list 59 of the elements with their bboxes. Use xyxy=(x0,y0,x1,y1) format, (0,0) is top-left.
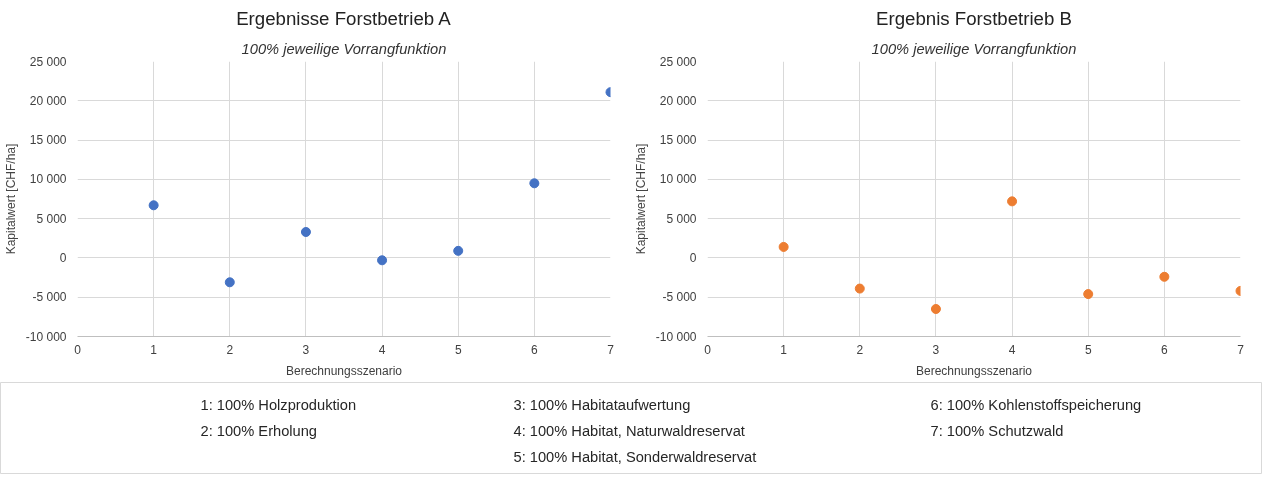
point xyxy=(453,245,464,256)
x-axis-title: Berechnungsszenario xyxy=(915,363,1033,378)
point xyxy=(778,241,789,252)
text: 4: 100% Habitat, Naturwaldreservat xyxy=(513,422,745,439)
point xyxy=(377,255,388,266)
text: 1: 100% Holzproduktion xyxy=(200,396,357,413)
y-tick-label: -5 000 xyxy=(32,290,67,305)
x-tick-label: 3 xyxy=(302,342,310,357)
y-axis-title: Kapitalwert [CHF/ha] xyxy=(3,143,18,255)
y-tick-label: 5 000 xyxy=(36,211,67,226)
y-tick-label: 10 000 xyxy=(659,172,697,187)
point xyxy=(224,277,235,288)
x-tick-label: 6 xyxy=(1161,342,1169,357)
y-tick-label: -10 000 xyxy=(655,329,697,344)
point xyxy=(529,178,540,189)
x-tick-label: 2 xyxy=(856,342,864,357)
point xyxy=(1007,196,1018,207)
x-tick-label: 5 xyxy=(1084,342,1092,357)
point xyxy=(1083,289,1094,300)
y-tick-label: 10 000 xyxy=(29,172,67,187)
x-tick-label: 3 xyxy=(932,342,940,357)
y-tick-label: 0 xyxy=(59,250,67,265)
y-tick-label: -5 000 xyxy=(662,290,697,305)
chart-title: Ergebnisse Forstbetrieb A xyxy=(236,7,452,29)
point xyxy=(148,200,159,211)
x-tick-label: 2 xyxy=(226,342,234,357)
y-tick-label: 15 000 xyxy=(29,133,67,148)
x-tick-label: 1 xyxy=(150,342,158,357)
text: 5: 100% Habitat, Sonderwaldreservat xyxy=(513,448,757,465)
x-tick-label: 6 xyxy=(531,342,539,357)
point xyxy=(854,283,865,294)
x-tick-label: 7 xyxy=(607,342,615,357)
y-tick-label: 25 000 xyxy=(29,54,67,69)
text: 6: 100% Kohlenstoffspeicherung xyxy=(930,396,1142,413)
x-tick-label: 1 xyxy=(780,342,788,357)
y-tick-label: 20 000 xyxy=(29,93,67,108)
text: 3: 100% Habitataufwertung xyxy=(513,396,691,413)
x-tick-label: 4 xyxy=(378,342,386,357)
x-tick-label: 7 xyxy=(1237,342,1245,357)
y-tick-label: 0 xyxy=(689,250,697,265)
chart-subtitle: 100% jeweilige Vorrangfunktion xyxy=(871,40,1077,57)
text: 2: 100% Erholung xyxy=(200,422,318,439)
x-axis-title: Berechnungsszenario xyxy=(285,363,403,378)
chart-title: Ergebnis Forstbetrieb B xyxy=(876,7,1072,29)
y-tick-label: -10 000 xyxy=(25,329,67,344)
y-axis-title: Kapitalwert [CHF/ha] xyxy=(633,143,648,255)
point xyxy=(930,304,941,314)
x-tick-label: 0 xyxy=(74,342,82,357)
x-tick-label: 0 xyxy=(704,342,712,357)
point xyxy=(1159,271,1170,282)
y-tick-label: 5 000 xyxy=(666,211,697,226)
point xyxy=(300,227,311,237)
x-tick-label: 5 xyxy=(454,342,462,357)
y-tick-label: 20 000 xyxy=(659,93,697,108)
x-tick-label: 4 xyxy=(1008,342,1016,357)
chart-subtitle: 100% jeweilige Vorrangfunktion xyxy=(241,40,447,57)
y-tick-label: 25 000 xyxy=(659,54,697,69)
text: 7: 100% Schutzwald xyxy=(930,422,1064,439)
y-tick-label: 15 000 xyxy=(659,133,697,148)
